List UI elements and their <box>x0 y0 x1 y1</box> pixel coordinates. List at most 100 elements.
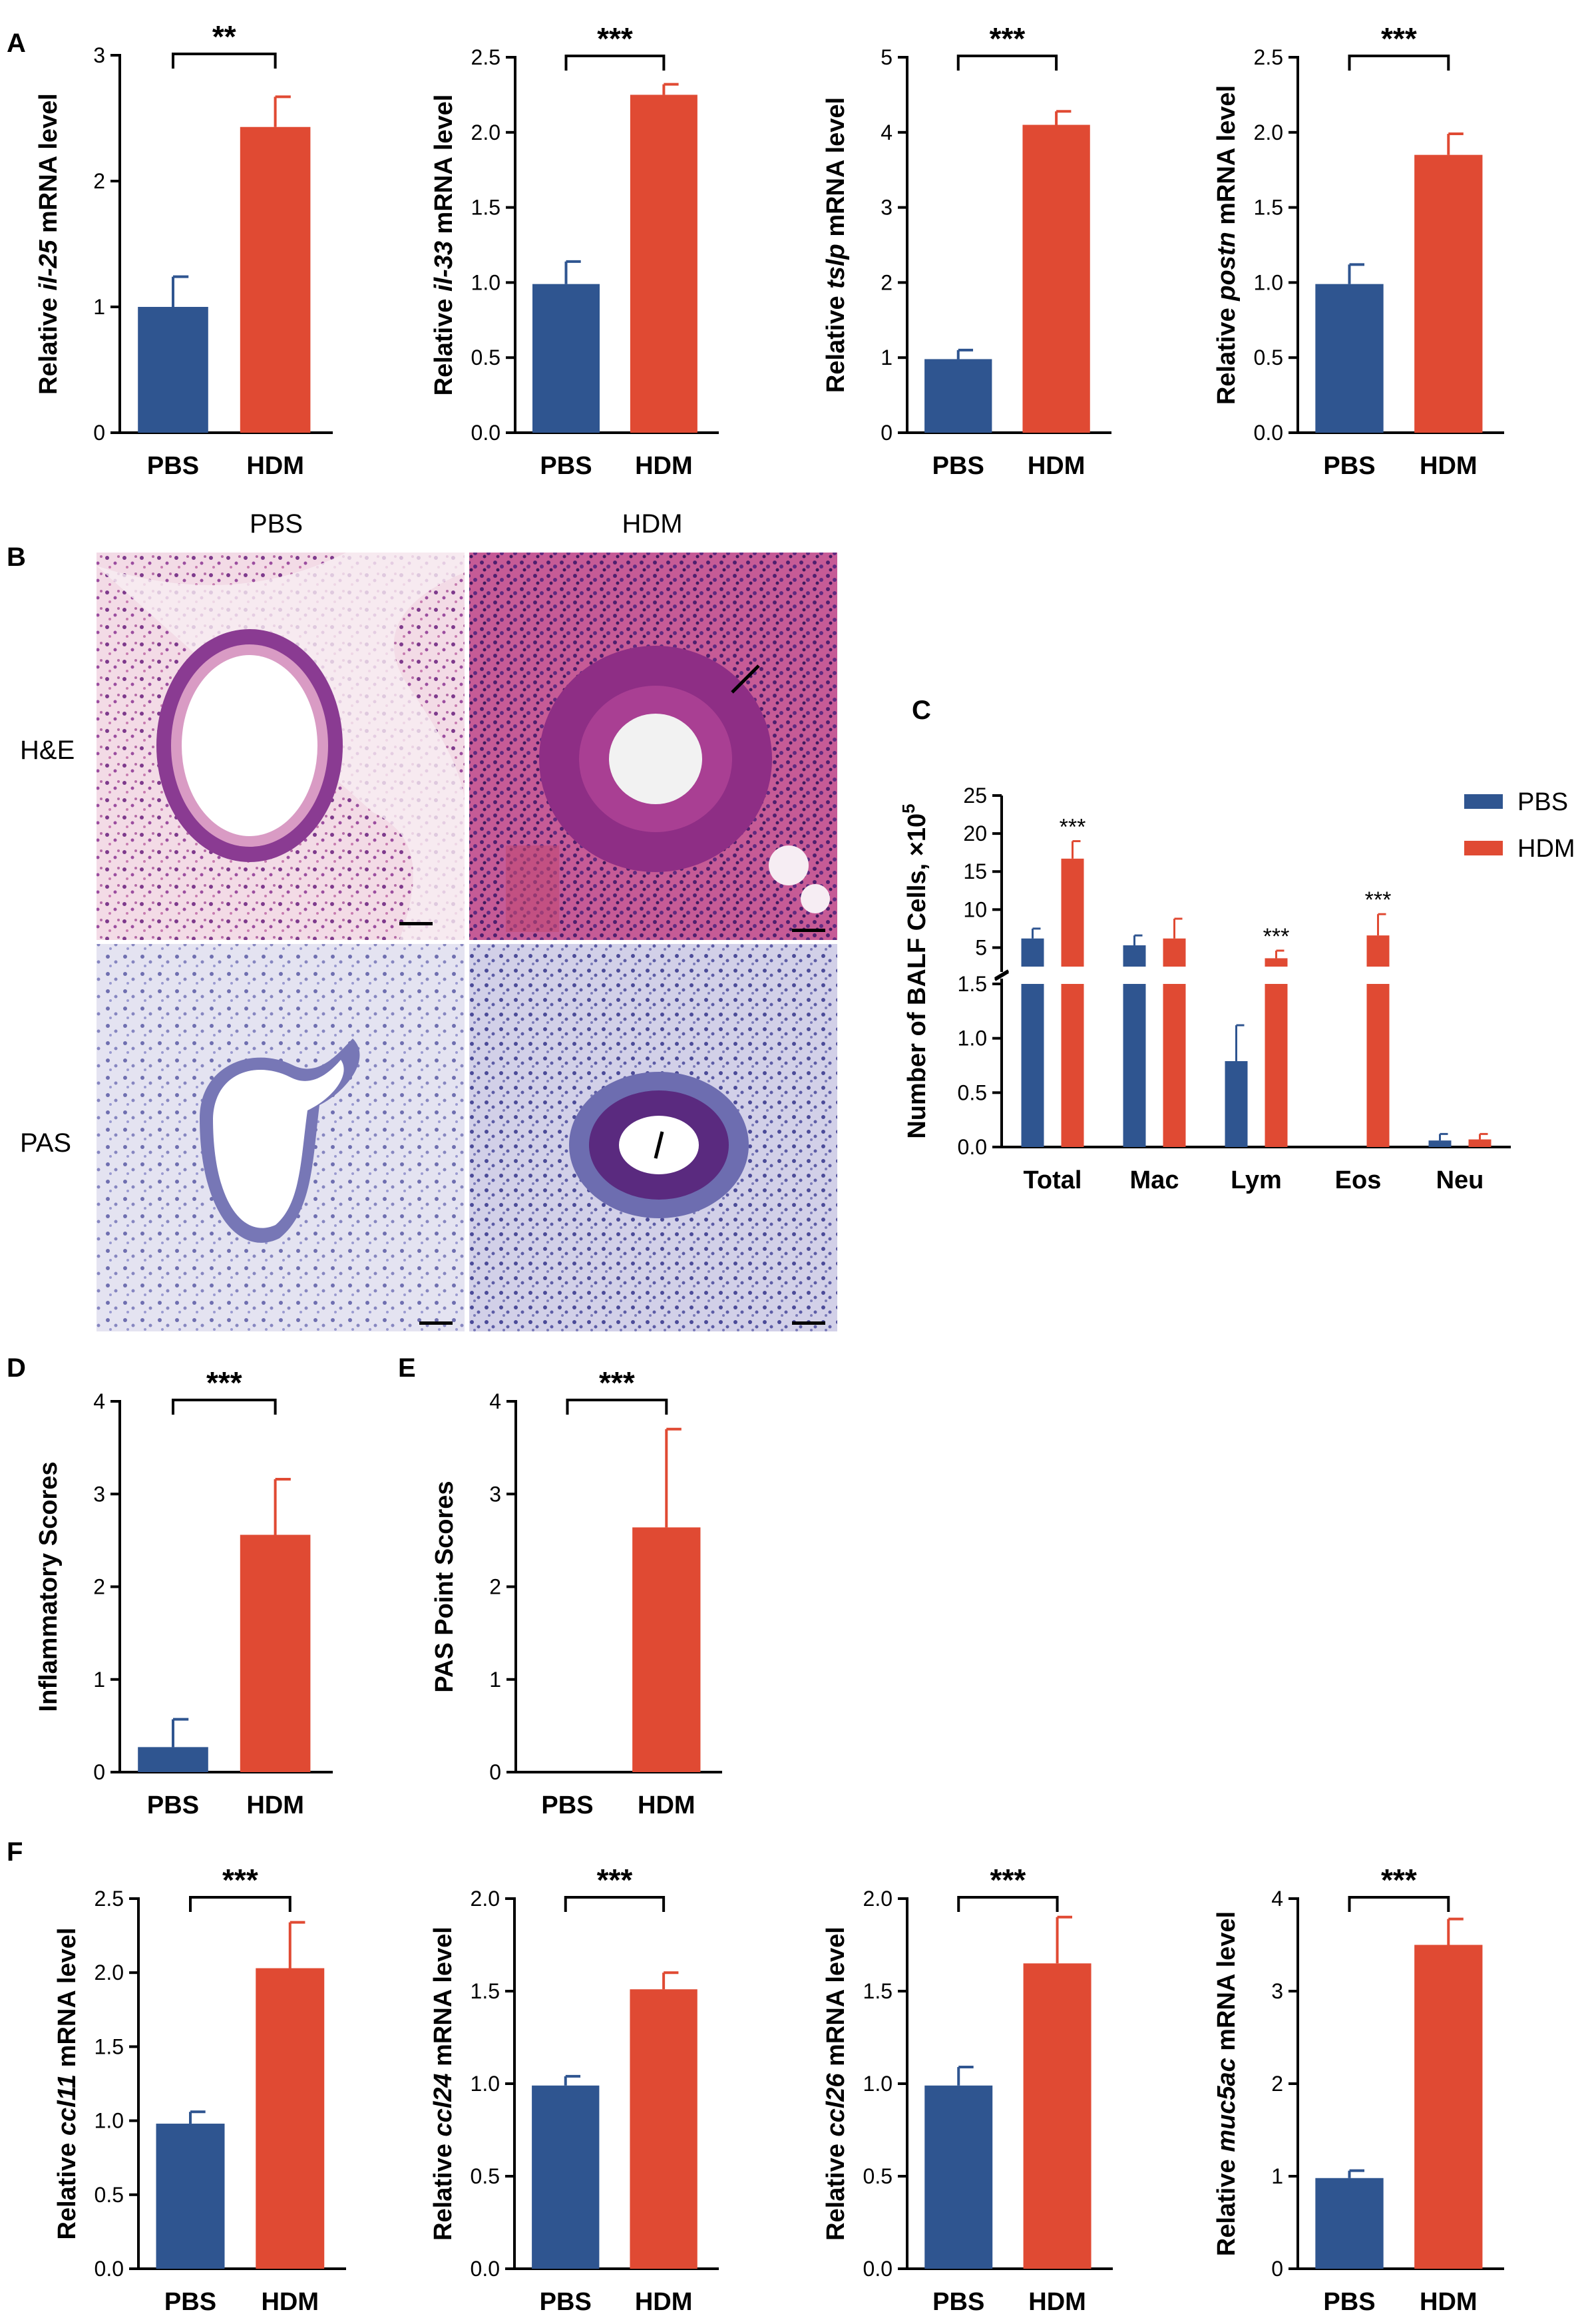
significance-label: *** <box>599 1365 635 1400</box>
y-axis-label: Inflammatory Scores <box>35 1462 63 1712</box>
bar-pbs <box>924 2085 993 2269</box>
y-tick-label: 1 <box>881 346 893 369</box>
micrograph-pas-pbs <box>97 944 465 1331</box>
y-tick-label: 4 <box>881 120 893 144</box>
bar-hdm <box>630 1989 697 2269</box>
bar-pbs-total <box>1021 984 1044 1147</box>
x-tick-label: HDM <box>1420 452 1478 480</box>
x-tick-label: HDM <box>635 2288 693 2316</box>
y-tick-label: 2.0 <box>95 1961 124 1984</box>
panel-b-micrographs: PBS HDM H&E PAS <box>20 509 837 1331</box>
y-tick-label: 2 <box>881 270 893 294</box>
bar-hdm-neu <box>1468 1139 1491 1147</box>
y-tick-label: 2.5 <box>95 1887 124 1911</box>
significance-label: *** <box>1060 815 1086 840</box>
y-tick-label: 2.0 <box>1254 120 1283 144</box>
bar-pbs-neu <box>1428 1140 1452 1147</box>
y-tick-label: 1.0 <box>471 270 500 294</box>
y-axis-label: Relative tslp mRNA level <box>822 97 850 393</box>
significance-label: *** <box>990 21 1026 56</box>
micrograph-column-hdm: HDM <box>622 509 682 539</box>
y-tick-label: 5 <box>881 45 893 69</box>
y-label-prefix: Relative <box>53 2136 81 2239</box>
bar-hdm-total <box>1061 984 1084 1147</box>
y-tick-label: 2.0 <box>863 1887 893 1911</box>
significance-bracket <box>564 1896 666 1912</box>
y-tick-label: 4 <box>489 1389 501 1413</box>
y-label-gene: ccl24 <box>429 2073 457 2136</box>
y-label-prefix: Relative <box>1213 2152 1241 2256</box>
y-tick-label: 0.5 <box>95 2183 124 2207</box>
y-axis-label: Relative il-25 mRNA level <box>35 93 63 395</box>
y-label-gene: muc5ac <box>1213 2058 1241 2152</box>
y-label-suffix: mRNA level <box>35 93 63 240</box>
significance-bracket <box>566 1399 668 1415</box>
y-tick-label: 1.0 <box>95 2109 124 2133</box>
y-tick-label: 5 <box>975 935 987 959</box>
significance-bracket <box>564 55 666 71</box>
y-tick-label: 1.5 <box>471 1979 500 2003</box>
chart-f2: 0.0 0.5 1.0 1.5 2.0 PBS HDM *** Relative ccl24 m… <box>429 1863 719 2316</box>
bar-hdm <box>1022 124 1090 433</box>
y-label-text: Number of BALF Cells, ×10 <box>903 813 931 1139</box>
y-tick-label: 0 <box>93 421 105 445</box>
legend-label-pbs: PBS <box>1517 788 1568 816</box>
x-tick-label: HDM <box>1028 452 1086 480</box>
panel-label-c: C <box>912 696 931 725</box>
axis-break-mark <box>994 971 1010 981</box>
bar-hdm <box>1414 1945 1483 2269</box>
y-label-gene: il-25 <box>35 240 63 291</box>
y-tick-label: 1 <box>489 1668 501 1692</box>
micrograph-he-hdm <box>469 553 837 940</box>
y-tick-label: 2.5 <box>471 45 500 69</box>
y-label-prefix: Relative <box>1213 301 1241 405</box>
y-tick-label: 0 <box>1271 2257 1283 2281</box>
y-label-prefix: Relative <box>822 2137 850 2241</box>
bar-hdm <box>256 1968 325 2269</box>
x-tick-label: Lym <box>1231 1166 1282 1194</box>
bar-pbs <box>532 2085 600 2269</box>
y-tick-label: 3 <box>93 43 105 67</box>
significance-label: *** <box>206 1365 242 1400</box>
bar-hdm-eos <box>1366 984 1390 1147</box>
y-tick-label: 2 <box>93 169 105 193</box>
y-tick-label: 15 <box>963 859 987 883</box>
y-tick-label: 0.5 <box>1254 346 1283 369</box>
y-label-prefix: Relative <box>430 292 458 395</box>
y-tick-label: 1.0 <box>1254 270 1283 294</box>
y-tick-label: 2.0 <box>471 120 500 144</box>
chart-a2: 0.0 0.5 1.0 1.5 2.0 2.5 PBS HDM *** Relative il-3… <box>430 21 719 480</box>
y-tick-label: 0.5 <box>471 2164 500 2188</box>
panel-label-e: E <box>398 1353 416 1383</box>
significance-bracket <box>1348 55 1450 71</box>
y-label-gene: ccl11 <box>53 2074 81 2136</box>
y-tick-label: 1.5 <box>958 972 987 996</box>
significance-bracket <box>957 1896 1059 1912</box>
y-tick-label: 0 <box>489 1760 501 1784</box>
y-axis-label: Relative ccl26 mRNA level <box>822 1927 850 2241</box>
y-label-suffix: mRNA level <box>430 95 458 241</box>
bar-pbs <box>138 1747 208 1772</box>
y-tick-label: 1 <box>93 295 105 319</box>
panel-label-a: A <box>7 29 26 58</box>
bar-pbs <box>924 359 992 433</box>
x-tick-label: PBS <box>147 452 199 480</box>
bar-hdm-mac <box>1163 984 1186 1147</box>
x-tick-label: PBS <box>540 452 592 480</box>
y-label-gene: ccl26 <box>822 2073 850 2137</box>
y-tick-label: 10 <box>963 897 987 921</box>
micrograph-row-pas: PAS <box>20 1128 71 1158</box>
y-label-suffix: mRNA level <box>822 97 850 244</box>
bar-pbs <box>532 284 600 433</box>
y-tick-label: 0.0 <box>95 2257 124 2281</box>
y-label-gene: postn <box>1213 232 1241 301</box>
y-label-suffix: mRNA level <box>1213 85 1241 232</box>
x-tick-label: Eos <box>1335 1166 1382 1194</box>
bar-pbs <box>156 2124 225 2269</box>
x-tick-label: HDM <box>635 452 693 480</box>
y-label-prefix: Relative <box>35 291 63 395</box>
y-tick-label: 1.5 <box>863 1979 893 2003</box>
bar-pbs-mac <box>1123 984 1146 1147</box>
